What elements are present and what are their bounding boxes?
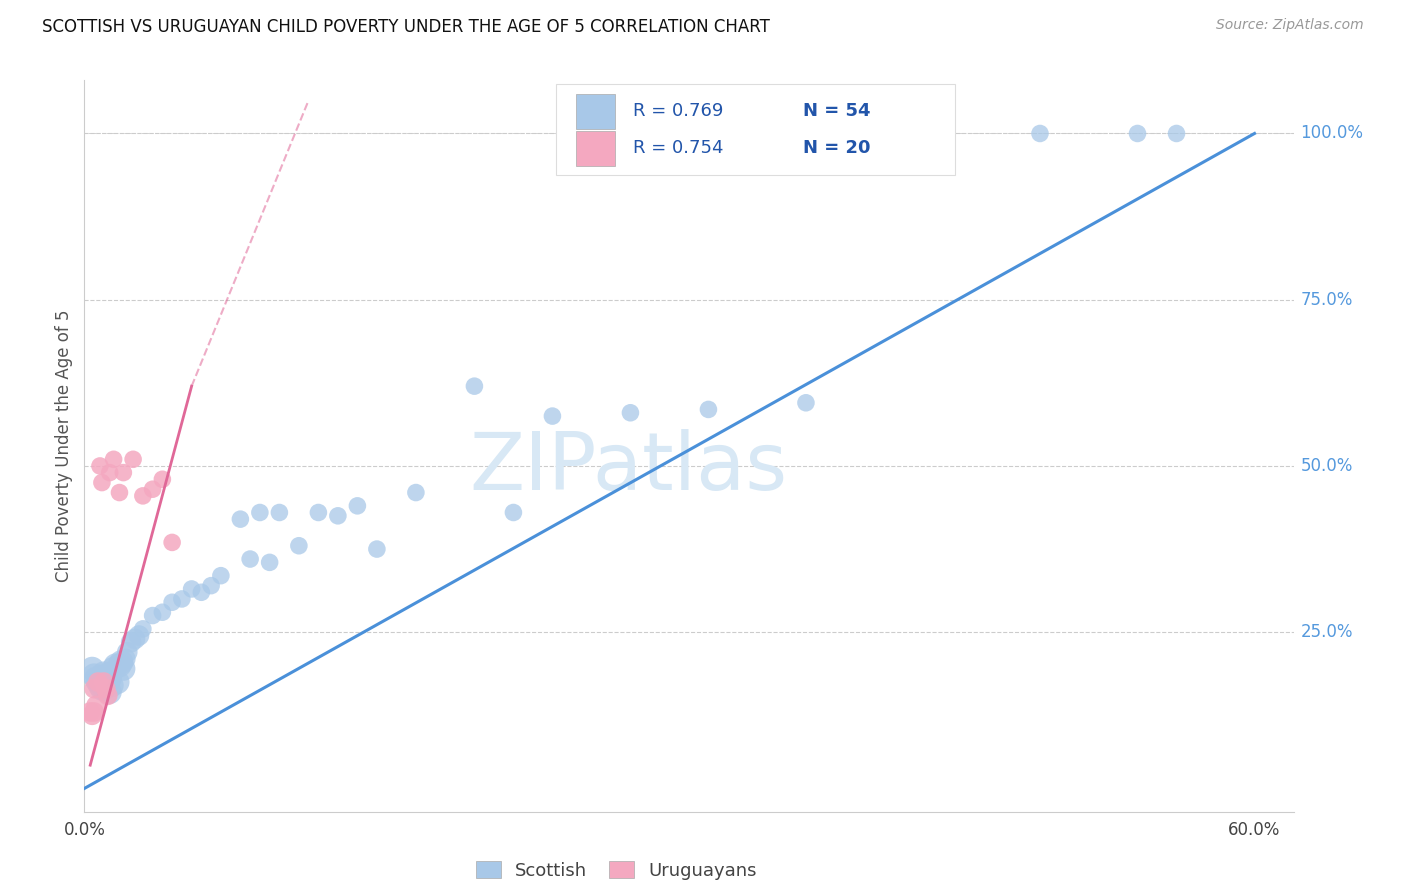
Text: R = 0.754: R = 0.754 [633,139,724,157]
Text: Source: ZipAtlas.com: Source: ZipAtlas.com [1216,18,1364,32]
Bar [576,94,616,128]
Point [94,668,117,682]
Point [89,678,111,692]
Point [180,582,202,596]
Point [288,539,311,553]
Point [160,535,183,549]
Point [87,675,110,690]
Point [502,506,524,520]
Point [142,608,165,623]
Text: N = 20: N = 20 [803,139,870,157]
Point [200,579,222,593]
Point [89,458,111,473]
Point [112,466,135,480]
Point [132,622,155,636]
Point [229,512,252,526]
Point [110,655,132,669]
Point [911,127,934,141]
Text: 50.0%: 50.0% [1301,457,1353,475]
Point [104,658,127,673]
Legend: Scottish, Uruguayans: Scottish, Uruguayans [468,854,765,887]
Point [259,555,281,569]
Text: N = 54: N = 54 [803,103,870,120]
Point [239,552,262,566]
Point [150,472,173,486]
Point [83,668,105,682]
Point [98,672,121,686]
Point [132,489,155,503]
Point [619,406,641,420]
Point [209,568,232,582]
Text: 100.0%: 100.0% [1301,125,1364,143]
Text: SCOTTISH VS URUGUAYAN CHILD POVERTY UNDER THE AGE OF 5 CORRELATION CHART: SCOTTISH VS URUGUAYAN CHILD POVERTY UNDE… [42,18,770,36]
Point [1166,127,1188,141]
Point [114,652,136,666]
Point [83,681,105,696]
Point [463,379,485,393]
Point [128,628,150,642]
Point [107,675,129,690]
Point [142,482,165,496]
Point [190,585,212,599]
Point [108,485,131,500]
Text: ZIPatlas: ZIPatlas [470,429,787,507]
Point [366,542,388,557]
Point [82,708,104,723]
Text: 75.0%: 75.0% [1301,291,1353,309]
Point [1029,127,1052,141]
Point [1126,127,1149,141]
Point [405,485,427,500]
Point [90,681,112,696]
Point [346,499,368,513]
Point [120,635,142,649]
Point [160,595,183,609]
Point [170,591,193,606]
Point [269,506,291,520]
Point [103,452,125,467]
Point [108,658,131,673]
Y-axis label: Child Poverty Under the Age of 5: Child Poverty Under the Age of 5 [55,310,73,582]
Point [112,662,135,676]
Point [249,506,271,520]
Point [87,675,110,690]
Point [93,666,115,681]
Text: R = 0.769: R = 0.769 [633,103,724,120]
Point [84,698,107,713]
Point [122,452,145,467]
Point [117,645,139,659]
Point [82,662,104,676]
Point [541,409,564,423]
Point [150,605,173,619]
Point [98,685,121,699]
Point [103,662,125,676]
Point [93,675,115,690]
Point [90,475,112,490]
Point [83,705,105,719]
Point [124,632,146,646]
Point [93,681,115,696]
Point [326,508,349,523]
Point [794,396,817,410]
Point [98,466,121,480]
Bar [576,130,616,166]
Point [100,678,122,692]
Point [94,681,117,696]
Point [84,672,107,686]
FancyBboxPatch shape [555,84,955,176]
Point [307,506,329,520]
Point [97,689,120,703]
Point [697,402,720,417]
Text: 25.0%: 25.0% [1301,624,1353,641]
Point [97,675,120,690]
Point [79,705,101,719]
